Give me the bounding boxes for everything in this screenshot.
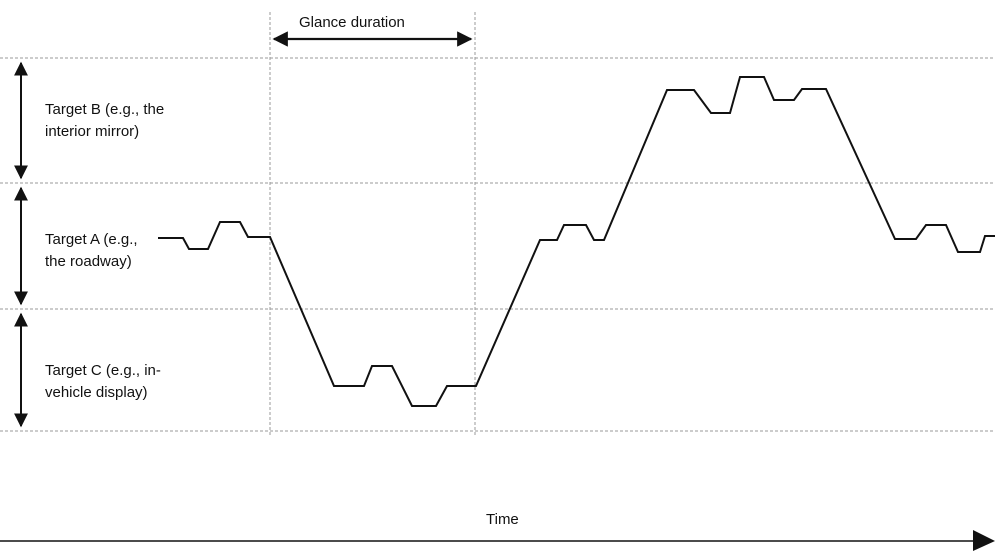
gaze-trace-line xyxy=(158,76,995,407)
target-a-label: Target A (e.g., the roadway) xyxy=(43,229,140,273)
target-b-label: Target B (e.g., the interior mirror) xyxy=(45,101,165,140)
time-axis-label: Time xyxy=(486,511,519,528)
glance-duration-label: Glance duration xyxy=(299,14,405,31)
time-axis-arrowhead xyxy=(973,530,995,551)
target-c-label: Target C (e.g., in- vehicle display) xyxy=(45,362,161,401)
